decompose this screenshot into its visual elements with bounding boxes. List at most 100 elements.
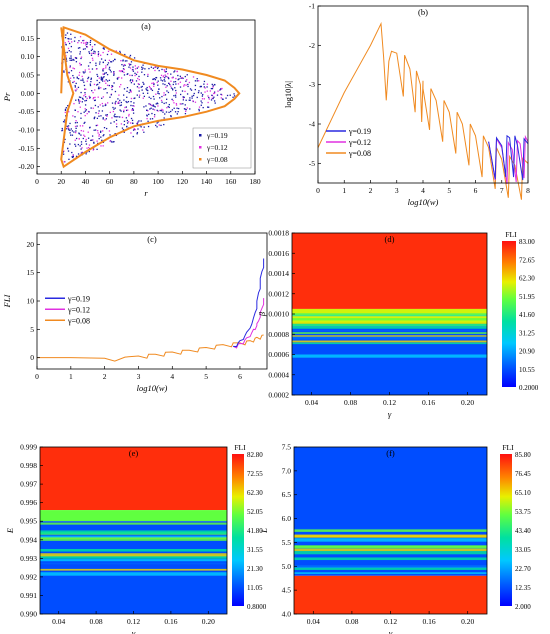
scatter-point xyxy=(142,81,144,84)
scatter-point xyxy=(146,109,148,111)
scatter-point xyxy=(123,74,126,76)
colorbar xyxy=(232,454,244,606)
scatter-point xyxy=(152,105,154,107)
scatter-point xyxy=(155,124,157,127)
scatter-point xyxy=(150,107,152,109)
scatter-point xyxy=(145,105,147,107)
heatmap-stripe xyxy=(40,548,227,552)
scatter-point xyxy=(173,95,175,97)
scatter-point xyxy=(161,80,164,82)
scatter-point xyxy=(98,137,100,140)
scatter-point xyxy=(209,90,211,92)
scatter-point xyxy=(106,64,109,66)
scatter-point xyxy=(133,57,136,59)
scatter-point xyxy=(109,96,111,98)
scatter-point xyxy=(175,77,177,80)
scatter-point xyxy=(202,93,204,96)
colorbar-title: FLI xyxy=(234,443,246,452)
scatter-point xyxy=(179,93,182,96)
scatter-point xyxy=(138,120,140,122)
scatter-point xyxy=(97,106,99,108)
heatmap-stripe xyxy=(294,548,487,552)
scatter-point xyxy=(98,133,100,136)
scatter-point xyxy=(81,147,83,149)
scatter-point xyxy=(122,68,125,70)
scatter-point xyxy=(213,91,216,93)
scatter-point xyxy=(65,107,67,109)
scatter-point xyxy=(111,85,113,87)
scatter-point xyxy=(114,113,116,115)
scatter-point xyxy=(212,85,214,87)
heatmap-stripe xyxy=(294,565,487,568)
x-tick-label: 6 xyxy=(238,372,242,381)
scatter-point xyxy=(184,108,186,110)
scatter-point xyxy=(202,106,204,109)
scatter-point xyxy=(128,91,130,94)
scatter-point xyxy=(104,59,106,61)
scatter-point xyxy=(165,70,168,73)
scatter-point xyxy=(86,80,88,82)
scatter-point xyxy=(147,120,149,122)
scatter-point xyxy=(113,108,115,110)
scatter-point xyxy=(80,117,82,119)
x-tick-label: 0 xyxy=(35,177,39,186)
scatter-point xyxy=(102,76,104,79)
scatter-point xyxy=(84,69,86,71)
scatter-point xyxy=(163,69,165,71)
colorbar xyxy=(500,454,512,606)
panel-e: 0.04 0.08 0.12 0.16 0.20 0.999 0.998 0.997 0.996… xyxy=(5,443,267,634)
scatter-point xyxy=(62,153,65,155)
scatter-point xyxy=(179,86,182,88)
scatter-point xyxy=(206,106,209,108)
scatter-point xyxy=(233,95,236,97)
scatter-point xyxy=(102,96,105,98)
scatter-point xyxy=(80,134,82,136)
scatter-point xyxy=(160,79,162,81)
scatter-point xyxy=(192,94,195,97)
scatter-point xyxy=(121,116,124,119)
panel-label: (b) xyxy=(418,7,428,17)
scatter-point xyxy=(66,60,68,62)
scatter-point xyxy=(173,107,175,109)
scatter-point xyxy=(207,106,210,108)
scatter-point xyxy=(126,73,128,76)
scatter-point xyxy=(154,69,156,72)
scatter-point xyxy=(105,118,108,120)
scatter-point xyxy=(117,98,119,100)
scatter-point xyxy=(179,81,182,83)
y-tick-label: 0.0014 xyxy=(268,269,289,278)
scatter-point xyxy=(91,139,93,141)
scatter-point xyxy=(105,72,107,74)
scatter-point xyxy=(123,120,126,122)
scatter-point xyxy=(184,104,186,106)
scatter-point xyxy=(71,134,74,136)
scatter-point xyxy=(89,83,92,85)
scatter-point xyxy=(102,135,104,137)
scatter-point xyxy=(97,55,100,57)
scatter-point xyxy=(74,143,76,146)
scatter-point xyxy=(121,63,123,66)
scatter-point xyxy=(68,158,70,160)
x-tick-label: 120 xyxy=(177,177,189,186)
scatter-point xyxy=(168,106,170,109)
colorbar xyxy=(502,241,516,387)
scatter-point xyxy=(183,96,185,98)
scatter-point xyxy=(77,111,79,113)
scatter-point xyxy=(85,140,87,142)
scatter-point xyxy=(121,70,124,72)
scatter-point xyxy=(85,143,88,145)
scatter-point xyxy=(136,123,139,126)
scatter-point xyxy=(85,88,87,91)
scatter-point xyxy=(65,115,67,117)
scatter-point xyxy=(143,106,145,108)
y-tick-label: -0.20 xyxy=(18,162,34,171)
scatter-point xyxy=(84,71,86,73)
scatter-point xyxy=(96,73,98,76)
scatter-point xyxy=(84,135,86,138)
x-tick-label: 100 xyxy=(152,177,164,186)
scatter-point xyxy=(109,111,111,114)
legend-marker xyxy=(199,146,202,149)
scatter-point xyxy=(106,80,109,82)
scatter-point xyxy=(171,109,174,111)
colorbar-tick-label: 2.000 xyxy=(515,603,531,611)
